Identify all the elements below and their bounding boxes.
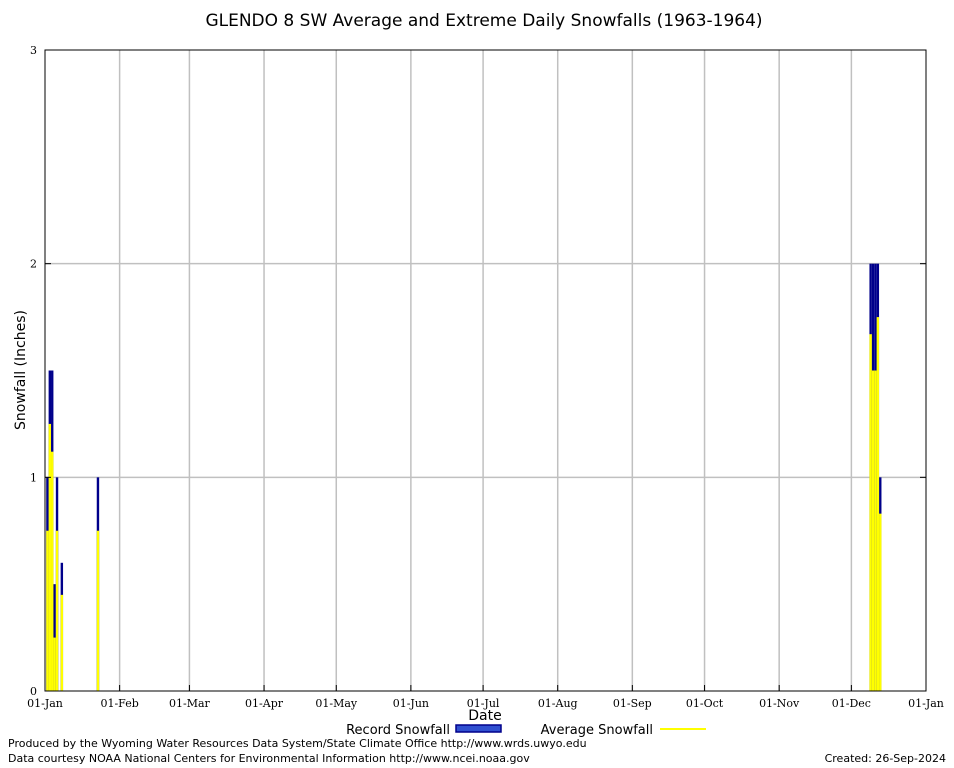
average-snowfall-bar [869,334,872,691]
legend-average-label: Average Snowfall [541,723,653,738]
average-snowfall-bar [871,370,875,691]
average-snowfall-bar [879,513,882,691]
footer-data-courtesy: Data courtesy NOAA National Centers for … [8,752,530,765]
x-tick-label: 01-Nov [759,697,800,710]
x-tick-label: 01-Sep [613,697,652,710]
chart-title: GLENDO 8 SW Average and Extreme Daily Sn… [205,11,762,31]
average-snowfall-bar [60,594,64,691]
y-axis-label: Snowfall (Inches) [13,310,29,430]
average-snowfall-bar [876,317,880,691]
x-tick-label: 01-Jul [467,697,500,710]
x-tick-label: 01-Jan [27,697,63,710]
y-axis-ticks: 0 1 2 3 [30,44,926,698]
average-snowfall-bars [46,317,882,691]
average-snowfall-bar [46,530,49,691]
x-tick-label: 01-Dec [832,697,871,710]
y-tick-label: 3 [30,44,37,57]
x-tick-label: 01-Feb [100,697,138,710]
x-tick-label: 01-Jan [908,697,944,710]
grid-lines [45,50,926,691]
average-snowfall-bar [96,530,100,691]
footer-produced-by: Produced by the Wyoming Water Resources … [8,737,587,750]
x-axis-ticks: 01-Jan 01-Feb 01-Mar 01-Apr 01-May 01-Jun 01-J… [27,685,944,710]
average-snowfall-bar [55,530,59,691]
x-tick-label: 01-Mar [169,697,211,710]
plot-frame [44,49,927,692]
x-tick-label: 01-Oct [686,697,724,710]
x-tick-label: 01-Apr [245,697,284,710]
footer-created-date: Created: 26-Sep-2024 [824,752,946,765]
average-snowfall-bar [53,637,56,691]
x-axis-label: Date [468,708,501,724]
average-snowfall-bar [48,423,52,691]
x-tick-label: 01-Aug [538,697,578,710]
y-tick-label: 1 [30,471,37,484]
x-tick-label: 01-May [315,697,358,710]
y-tick-label: 0 [30,685,37,698]
average-snowfall-bar [874,370,877,691]
legend-record-label: Record Snowfall [346,723,450,738]
x-tick-label: 01-Jun [393,697,429,710]
legend: Record Snowfall Average Snowfall [346,723,706,738]
y-tick-label: 2 [30,258,37,271]
legend-record-swatch [455,724,502,733]
average-snowfall-bar [51,451,54,691]
